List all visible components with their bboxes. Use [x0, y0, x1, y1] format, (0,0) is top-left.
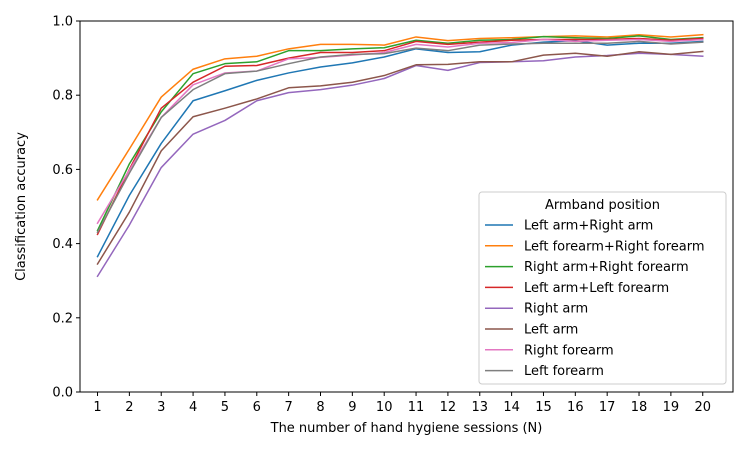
legend-label: Right arm: [524, 302, 588, 317]
series-line-2: [96, 33, 704, 201]
x-tick-label: 8: [316, 400, 324, 415]
y-tick-label: 0.8: [52, 89, 73, 104]
series-layer: [96, 33, 704, 278]
x-tick-label: 16: [567, 400, 584, 415]
plot-frame: [79, 20, 734, 393]
x-tick-label: 1: [93, 400, 101, 415]
legend-title: Armband position: [545, 198, 660, 213]
series-line-1: [96, 39, 704, 258]
x-tick-label: 18: [631, 400, 648, 415]
x-tick-label: 13: [471, 400, 488, 415]
y-axis-ticks: 0.0 0.2 0.4 0.6 0.8 1.0: [52, 15, 80, 401]
x-tick-label: 6: [253, 400, 261, 415]
x-tick-label: 19: [663, 400, 680, 415]
series-line-8: [96, 40, 704, 234]
series-line-6: [96, 50, 704, 266]
y-tick-label: 0.6: [52, 163, 73, 178]
legend-box: [478, 191, 727, 385]
legend-label: Left arm: [524, 323, 578, 338]
x-tick-label: 3: [157, 400, 165, 415]
series-line-7: [96, 38, 704, 225]
x-tick-label: 12: [440, 400, 457, 415]
legend-label: Left forearm: [524, 364, 604, 379]
series-line-4: [96, 37, 704, 236]
x-tick-label: 10: [376, 400, 393, 415]
x-axis-label: The number of hand hygiene sessions (N): [270, 421, 543, 436]
x-tick-label: 17: [599, 400, 616, 415]
legend-label: Left arm+Right arm: [524, 219, 653, 234]
y-axis-label: Classification accuracy: [14, 132, 29, 281]
legend-label: Left forearm+Right forearm: [524, 239, 705, 254]
legend-label: Left arm+Left forearm: [524, 281, 669, 296]
x-tick-label: 7: [285, 400, 293, 415]
y-tick-label: 0.0: [52, 386, 73, 401]
x-tick-label: 20: [694, 400, 711, 415]
x-tick-label: 14: [503, 400, 520, 415]
y-tick-label: 0.2: [52, 311, 73, 326]
legend-label: Right forearm: [524, 343, 614, 358]
x-tick-label: 4: [189, 400, 197, 415]
x-axis-ticks: 1 2 3 4 5 6 7 8 9 10 11 12 13 14 15 16 17 18 19 20: [93, 392, 711, 415]
x-tick-label: 9: [348, 400, 356, 415]
series-line-3: [96, 35, 704, 232]
x-tick-label: 5: [221, 400, 229, 415]
legend: Armband position Left arm+Right arm Left f…: [478, 191, 727, 385]
x-tick-label: 15: [535, 400, 552, 415]
x-tick-label: 11: [408, 400, 425, 415]
y-tick-label: 1.0: [52, 15, 73, 30]
y-tick-label: 0.4: [52, 237, 73, 252]
x-tick-label: 2: [125, 400, 133, 415]
legend-label: Right arm+Right forearm: [524, 260, 689, 275]
